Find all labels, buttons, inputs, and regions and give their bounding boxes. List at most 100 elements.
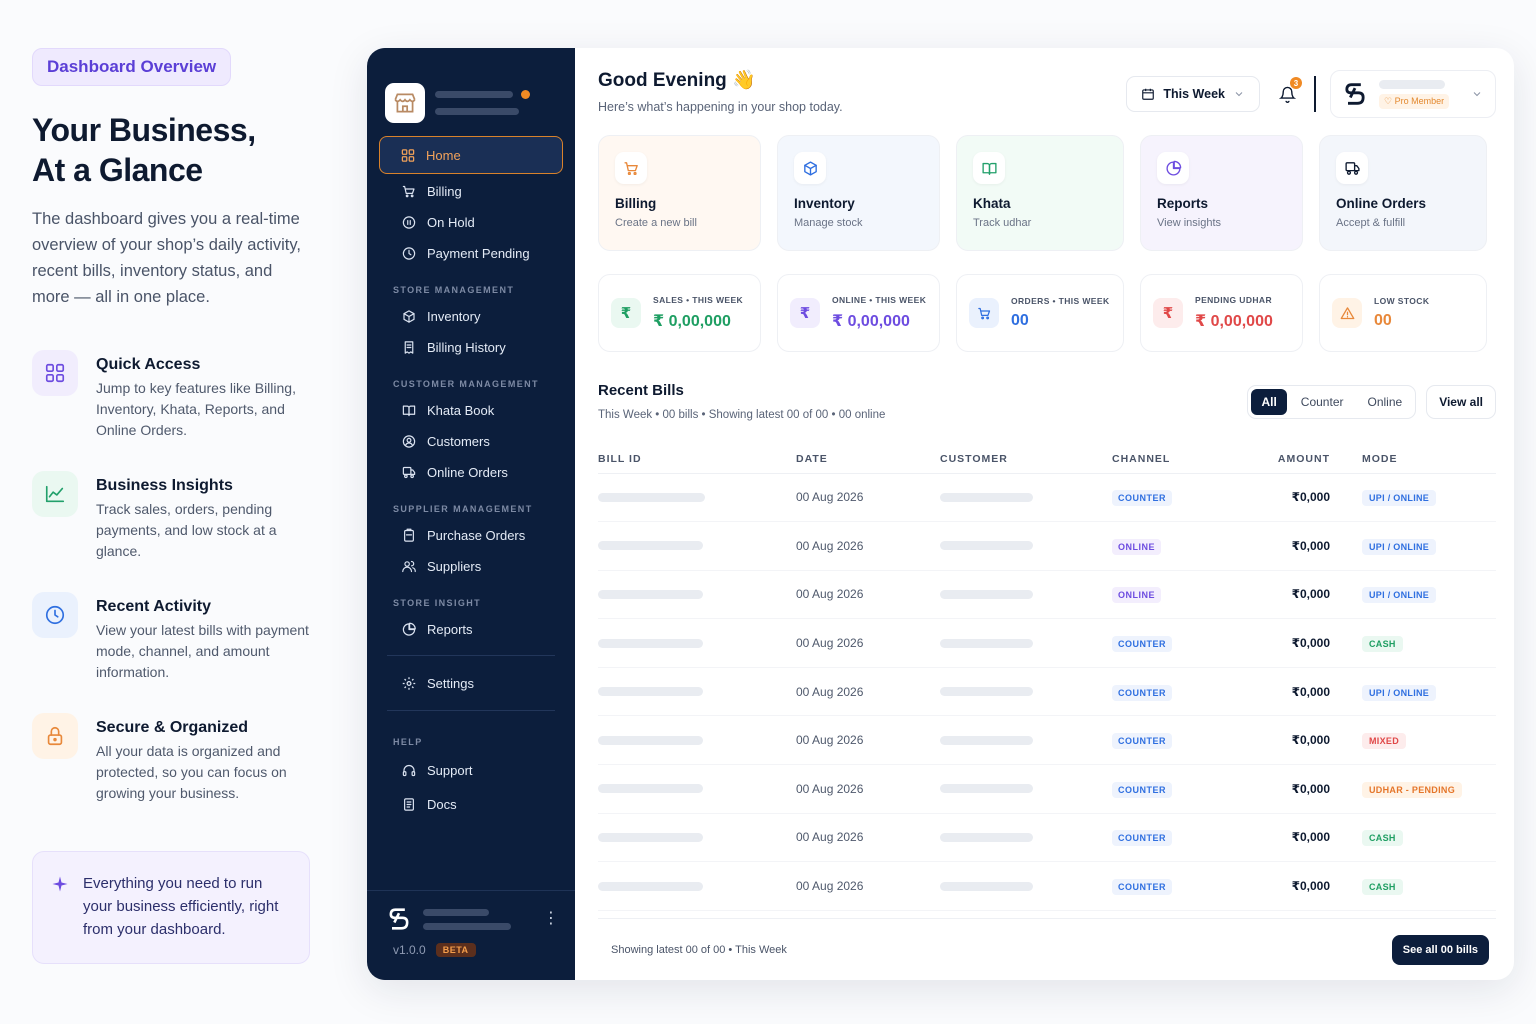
sidebar-item-settings[interactable]: Settings [379,666,563,700]
sidebar-item-reports[interactable]: Reports [379,614,563,645]
table-row[interactable]: 00 Aug 2026 COUNTER ₹0,000 CASH [598,861,1496,911]
table-row[interactable]: 00 Aug 2026 COUNTER ₹0,000 UPI / ONLINE [598,473,1496,523]
period-selector[interactable]: This Week [1126,76,1260,112]
bill-date: 00 Aug 2026 [796,715,940,766]
customer-placeholder [940,735,1033,745]
sidebar-item-online-orders[interactable]: Online Orders [379,457,563,488]
sidebar-item-suppliers[interactable]: Suppliers [379,551,563,582]
table-row[interactable]: 00 Aug 2026 ONLINE ₹0,000 UPI / ONLINE [598,521,1496,571]
app-window: Home Billing On Hold Payment Pending STORE… [367,48,1514,980]
table-row[interactable]: 00 Aug 2026 COUNTER ₹0,000 CASH [598,813,1496,863]
stat-label: ORDERS • THIS WEEK [1011,296,1110,306]
stat-card: ORDERS • THIS WEEK 00 [956,274,1124,352]
sidebar-item-purchase-orders[interactable]: Purchase Orders [379,520,563,551]
sparkle-icon [52,876,68,892]
filter-online[interactable]: Online [1367,394,1403,409]
payment-mode-badge: UPI / ONLINE [1362,587,1437,604]
page-title: Good Evening 👋 [598,70,756,91]
customer-placeholder [940,687,1033,697]
sidebar-item-inventory[interactable]: Inventory [379,301,563,332]
sidebar-item-label: Khata Book [427,403,495,418]
sidebar-item-support[interactable]: Support [379,753,563,787]
table-row[interactable]: 00 Aug 2026 COUNTER ₹0,000 UDHAR - PENDI… [598,764,1496,814]
recent-bills-subtitle: This Week • 00 bills • Showing latest 00… [598,409,886,421]
bill-id-placeholder [598,492,705,502]
notifications-button[interactable]: 3 [1274,77,1302,107]
bill-amount: ₹0,000 [1262,570,1362,620]
sidebar-item-docs[interactable]: Docs [379,787,563,821]
feature-icon-wrap [32,350,78,396]
bill-id-placeholder [598,589,703,599]
payment-mode-badge: UDHAR - PENDING [1362,781,1463,798]
divider [387,710,555,711]
intro-panel: Dashboard Overview Your Business, At a G… [32,48,312,834]
sidebar-item-label: Billing History [427,340,506,355]
feature-icon-wrap [32,471,78,517]
sidebar-item-on-hold[interactable]: On Hold [379,207,563,238]
stat-label: LOW STOCK [1374,296,1430,306]
bill-id-placeholder [598,784,703,794]
quick-card-inventory[interactable]: Inventory Manage stock [777,135,940,251]
see-all-bills-button[interactable]: See all 00 bills [1391,934,1489,965]
payment-mode-badge: UPI / ONLINE [1362,538,1437,555]
bill-amount: ₹0,000 [1262,861,1362,911]
quick-card-billing[interactable]: Billing Create a new bill [598,135,761,251]
notification-count: 3 [1290,77,1302,89]
lock-icon [47,726,63,746]
table-row[interactable]: 00 Aug 2026 COUNTER ₹0,000 MIXED [598,715,1496,766]
stat-value: 00 [1011,312,1029,329]
user-circle-icon [402,435,416,448]
stat-label: SALES • THIS WEEK [653,295,744,305]
channel-badge: COUNTER [1112,781,1172,798]
app-logo-icon [389,908,409,930]
bill-amount: ₹0,000 [1262,473,1362,523]
sidebar-item-payment-pending[interactable]: Payment Pending [379,238,563,269]
pause-circle-icon [402,216,416,229]
table-row[interactable]: 00 Aug 2026 ONLINE ₹0,000 UPI / ONLINE [598,570,1496,620]
column-header: DATE [796,445,940,474]
quick-card-online-orders[interactable]: Online Orders Accept & fulfill [1319,135,1487,251]
payment-mode-badge: CASH [1362,830,1403,847]
sidebar-item-billing[interactable]: Billing [379,176,563,207]
filter-counter[interactable]: Counter [1300,394,1344,409]
box-icon [403,310,415,323]
filter-all[interactable]: All [1251,388,1287,415]
customer-placeholder [940,784,1033,794]
sidebar-item-label: Reports [427,622,473,637]
grid-icon [401,148,415,162]
sidebar-item-customers[interactable]: Customers [379,426,563,457]
card-title: Inventory [794,196,855,211]
version-label: v1.0.0 [393,943,426,957]
table-footer-text: Showing latest 00 of 00 • This Week [611,943,787,956]
sidebar-item-label: Suppliers [427,559,482,574]
quick-card-reports[interactable]: Reports View insights [1140,135,1303,251]
document-icon [404,797,414,811]
sidebar-item-label: Online Orders [427,465,508,480]
quick-access-cards: Billing Create a new bill Inventory Mana… [598,135,1496,251]
bill-date: 00 Aug 2026 [796,521,940,571]
table-row[interactable]: 00 Aug 2026 COUNTER ₹0,000 CASH [598,618,1496,668]
profile-menu[interactable]: ♡ Pro Member [1330,70,1496,118]
sidebar-item-label: Payment Pending [427,246,530,261]
more-options-icon[interactable]: ⋮ [543,910,559,927]
cart-icon [623,161,638,175]
table-row[interactable]: 00 Aug 2026 COUNTER ₹0,000 UPI / ONLINE [598,667,1496,717]
book-icon [402,405,416,417]
sidebar-item-billing-history[interactable]: Billing History [379,332,563,363]
payment-mode-badge: MIXED [1362,733,1407,750]
sidebar-item-label: Purchase Orders [427,528,526,543]
quick-card-khata[interactable]: Khata Track udhar [956,135,1124,251]
feature-desc: Track sales, orders, pending payments, a… [96,501,277,559]
headset-icon [402,764,416,776]
view-all-button[interactable]: View all [1426,384,1496,419]
sidebar-item-home[interactable]: Home [379,136,563,174]
bill-id-placeholder [598,881,703,891]
card-subtitle: Track udhar [973,217,1032,229]
sidebar-item-khata-book[interactable]: Khata Book [379,395,563,426]
users-icon [402,560,416,573]
channel-badge: COUNTER [1112,879,1172,896]
bell-icon [1278,86,1296,103]
card-icon-wrap [1336,152,1368,184]
customer-placeholder [940,832,1033,842]
card-title: Online Orders [1336,196,1427,211]
